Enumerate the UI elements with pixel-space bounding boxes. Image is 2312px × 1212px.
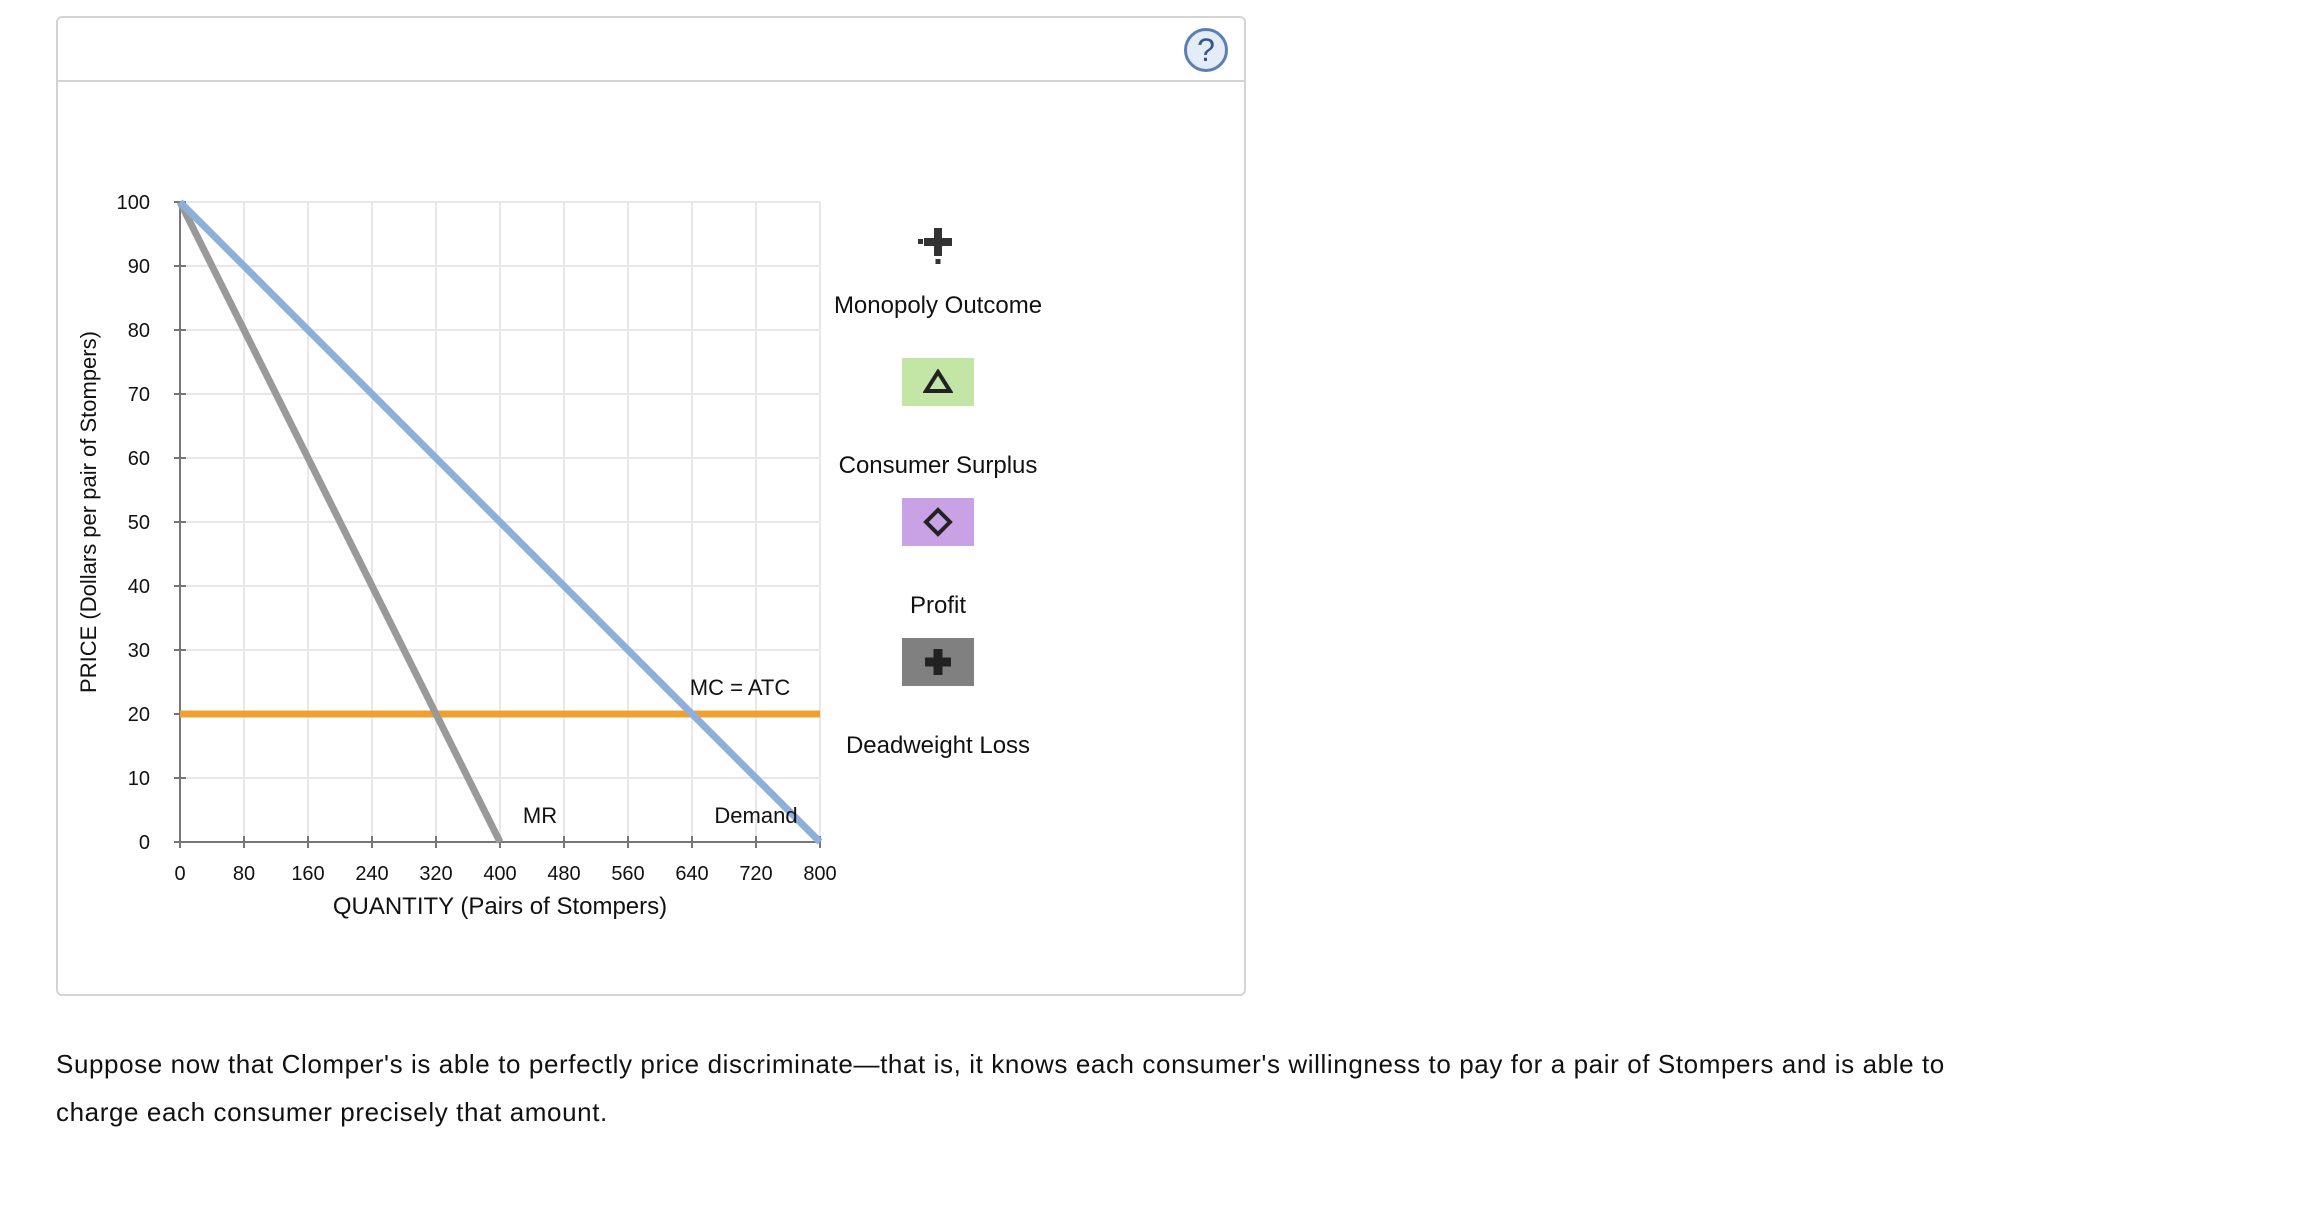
panel-header: ? [58, 18, 1244, 82]
x-tick-label: 320 [419, 863, 452, 885]
x-tick-label: 400 [483, 863, 516, 885]
plus-icon[interactable] [902, 638, 974, 686]
palette-label-profit: Profit [909, 592, 966, 619]
x-tick-label: 80 [233, 863, 255, 885]
demand-line[interactable] [177, 199, 823, 845]
demand-label: Demand [714, 803, 797, 828]
y-tick-label: 0 [139, 832, 150, 854]
x-tick-label: 480 [547, 863, 580, 885]
x-tick-label: 800 [803, 863, 836, 885]
palette-monopoly-outcome[interactable]: Monopoly Outcome [798, 222, 1078, 320]
y-tick-label: 30 [128, 640, 150, 662]
x-tick-label: 240 [355, 863, 388, 885]
mc-atc-label: MC = ATC [690, 675, 791, 700]
x-tick-label: 720 [739, 863, 772, 885]
price-quantity-graph[interactable]: 0 10 20 30 40 50 60 70 80 90 100 0 80 160 240 320 400 480… [58, 18, 1244, 994]
palette-consumer-surplus[interactable]: Consumer Surplus [798, 358, 1078, 480]
mr-label: MR [523, 803, 557, 828]
y-tick-label: 10 [128, 768, 150, 790]
y-axis-title: PRICE (Dollars per pair of Stompers) [76, 331, 101, 693]
y-tick-label: 50 [128, 512, 150, 534]
graph-panel: ? 0 10 20 30 40 50 60 70 80 90 100 0 80 160 240 320 400 4… [56, 16, 1246, 996]
palette-label-consumer-surplus: Consumer Surplus [838, 452, 1038, 479]
plus-dots-icon[interactable] [902, 222, 974, 270]
palette-label-deadweight-loss: Deadweight Loss [845, 732, 1031, 759]
triangle-icon[interactable] [902, 358, 974, 406]
y-tick-label: 70 [128, 384, 150, 406]
x-tick-label: 0 [174, 863, 185, 885]
x-tick-label: 640 [675, 863, 708, 885]
x-axis-title: QUANTITY (Pairs of Stompers) [333, 893, 667, 920]
y-tick-label: 60 [128, 448, 150, 470]
x-tick-label: 560 [611, 863, 644, 885]
y-tick-label: 20 [128, 704, 150, 726]
x-tick-label: 160 [291, 863, 324, 885]
y-tick-label: 80 [128, 320, 150, 342]
help-button[interactable]: ? [1184, 28, 1228, 72]
palette-profit[interactable]: Profit [798, 498, 1078, 620]
palette-label-monopoly-outcome: Monopoly Outcome [833, 292, 1043, 319]
diamond-icon[interactable] [902, 498, 974, 546]
question-prompt: Suppose now that Clomper's is able to pe… [56, 1049, 1945, 1127]
y-tick-label: 40 [128, 576, 150, 598]
palette-deadweight-loss[interactable]: Deadweight Loss [798, 638, 1078, 760]
mr-line[interactable] [176, 200, 504, 844]
y-tick-label: 100 [117, 192, 150, 214]
y-tick-label: 90 [128, 256, 150, 278]
